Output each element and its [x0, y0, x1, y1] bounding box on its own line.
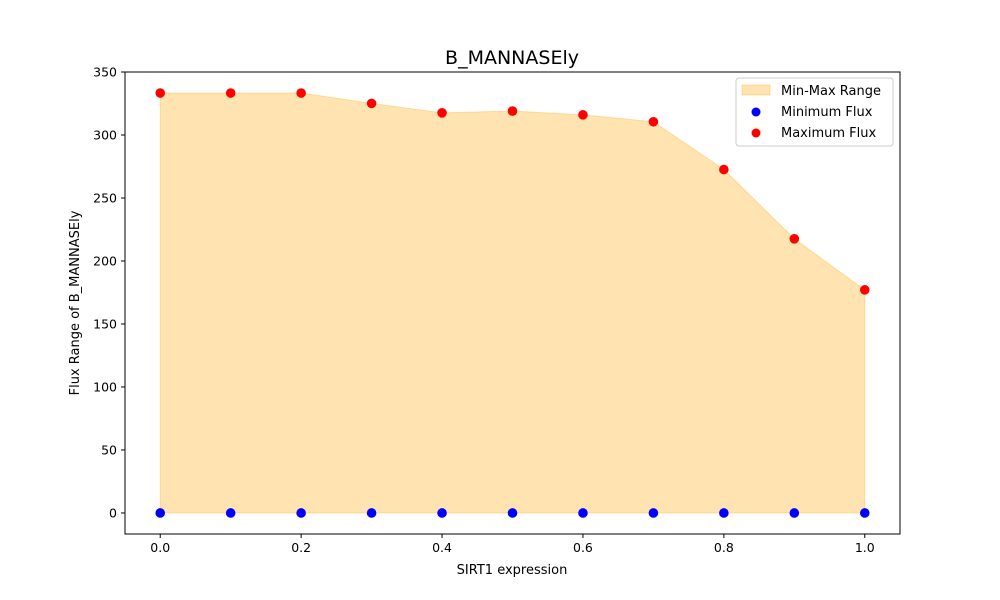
legend-marker-min	[751, 107, 761, 117]
legend-label-min: Minimum Flux	[781, 105, 873, 120]
x-axis-label: SIRT1 expression	[457, 563, 568, 578]
legend-marker-max	[751, 128, 761, 138]
plot-frame	[124, 71, 901, 535]
max-flux-point	[225, 88, 236, 98]
max-flux-point	[366, 98, 377, 109]
min-flux-point	[296, 508, 306, 518]
y-tick-label: 350	[93, 65, 117, 80]
x-tick-label: 0.0	[150, 540, 170, 555]
x-tick-label: 0.2	[291, 540, 311, 555]
y-tick-label: 250	[93, 190, 117, 205]
max-flux-point	[789, 234, 800, 244]
legend-label-range: Min-Max Range	[781, 84, 881, 99]
y-tick-label: 100	[93, 379, 117, 394]
min-flux-point	[507, 508, 518, 518]
y-tick-label: 200	[93, 253, 117, 268]
max-flux-point	[296, 88, 306, 98]
max-flux-point	[578, 110, 588, 120]
min-flux-point	[155, 508, 166, 518]
min-flux-point	[719, 508, 729, 518]
legend-frame	[735, 77, 894, 147]
legend: Min-Max Range Minimum Flux Maximum Flux	[735, 77, 894, 147]
min-flux-point	[789, 508, 800, 518]
min-flux-point	[859, 508, 870, 518]
y-tick-label: 300	[93, 127, 117, 142]
max-flux-point	[507, 106, 518, 116]
min-flux-point	[578, 508, 588, 518]
x-tick-label: 0.4	[432, 540, 452, 555]
chart-title: B_MANNASEly	[445, 47, 579, 69]
max-flux-point	[719, 164, 729, 175]
max-flux-point	[155, 88, 166, 98]
x-tick-label: 0.8	[714, 540, 734, 555]
max-flux-point	[648, 116, 659, 127]
x-tick-label: 0.6	[573, 540, 593, 555]
x-tick-label: 1.0	[855, 540, 875, 555]
min-flux-point	[366, 508, 377, 518]
min-flux-point	[437, 508, 447, 518]
min-flux-point	[648, 508, 659, 518]
y-tick-label: 50	[101, 442, 117, 457]
y-tick-label: 0	[109, 505, 117, 520]
min-flux-point	[225, 508, 236, 518]
max-flux-point	[437, 108, 447, 118]
legend-swatch-range	[741, 84, 771, 96]
y-axis-label: Flux Range of B_MANNASEly	[68, 210, 83, 395]
y-tick-label: 150	[93, 316, 117, 331]
legend-label-max: Maximum Flux	[781, 126, 877, 141]
max-flux-point	[859, 285, 870, 295]
